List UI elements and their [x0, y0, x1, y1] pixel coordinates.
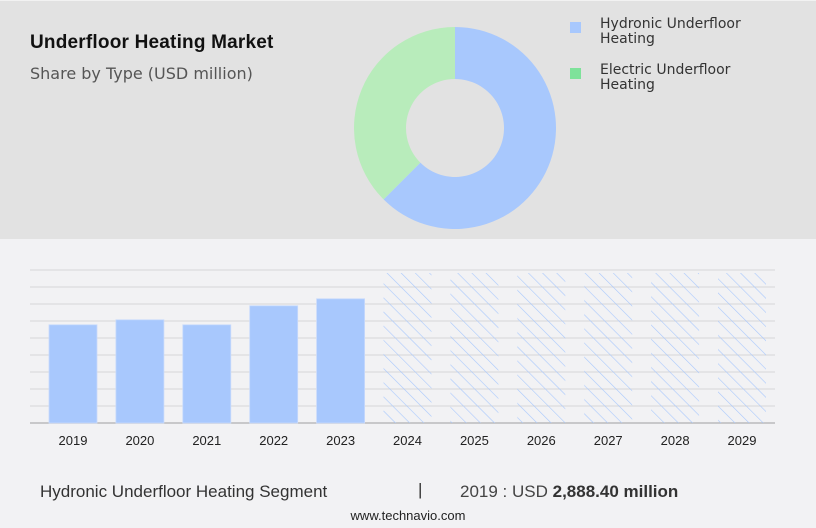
- x-tick-label: 2029: [728, 433, 757, 448]
- chart-subtitle: Share by Type (USD million): [30, 64, 253, 83]
- bar-2022: [249, 305, 299, 424]
- x-tick-label: 2021: [192, 433, 221, 448]
- donut-slice-hydronic: [383, 27, 556, 229]
- share-by-type-panel: Underfloor Heating Market Share by Type …: [0, 0, 816, 239]
- bar-2025: [450, 273, 499, 423]
- x-tick-label: 2022: [259, 433, 288, 448]
- segment-value: 2019 : USD 2,888.40 million: [460, 482, 678, 502]
- x-tick-label: 2026: [527, 433, 556, 448]
- bar-2023: [316, 298, 366, 424]
- bar-2021: [182, 324, 232, 424]
- x-tick-label: 2028: [661, 433, 690, 448]
- bar-2027: [584, 273, 633, 423]
- bar-2020: [115, 319, 165, 424]
- legend-swatch-hydronic: [570, 22, 581, 33]
- legend-swatch-electric: [570, 68, 581, 79]
- separator: |: [418, 480, 423, 499]
- legend-label: Heating: [600, 77, 655, 93]
- source-url: www.technavio.com: [350, 508, 466, 523]
- donut-chart: [354, 27, 556, 229]
- value-amount: 2,888.40 million: [552, 482, 679, 501]
- legend-label: Heating: [600, 31, 655, 47]
- bar-2019: [48, 324, 98, 424]
- x-tick-label: 2019: [59, 433, 88, 448]
- bar-2029: [718, 273, 766, 423]
- donut-slice-electric: [354, 27, 455, 200]
- legend-item-hydronic: Hydronic Underfloor Heating: [570, 17, 790, 47]
- x-tick-label: 2023: [326, 433, 355, 448]
- x-tick-label: 2025: [460, 433, 489, 448]
- legend-label: Electric Underfloor: [600, 62, 731, 78]
- chart-title: Underfloor Heating Market: [30, 32, 274, 53]
- x-tick-label: 2020: [125, 433, 154, 448]
- segment-name: Hydronic Underfloor Heating Segment: [40, 482, 328, 501]
- legend-item-electric: Electric Underfloor Heating: [570, 63, 790, 93]
- value-prefix: 2019 : USD: [460, 482, 548, 501]
- bar-2024: [383, 273, 432, 423]
- bar-chart: 2019 2020 2021 2022 2023 2024 2025 2026 2027 2028…: [30, 269, 775, 448]
- bar-2028: [651, 273, 700, 423]
- x-tick-label: 2024: [393, 433, 422, 448]
- legend-label: Hydronic Underfloor: [600, 16, 741, 32]
- bar-2026: [517, 273, 566, 423]
- legend: Hydronic Underfloor Heating Electric Und…: [570, 17, 790, 109]
- x-tick-label: 2027: [594, 433, 623, 448]
